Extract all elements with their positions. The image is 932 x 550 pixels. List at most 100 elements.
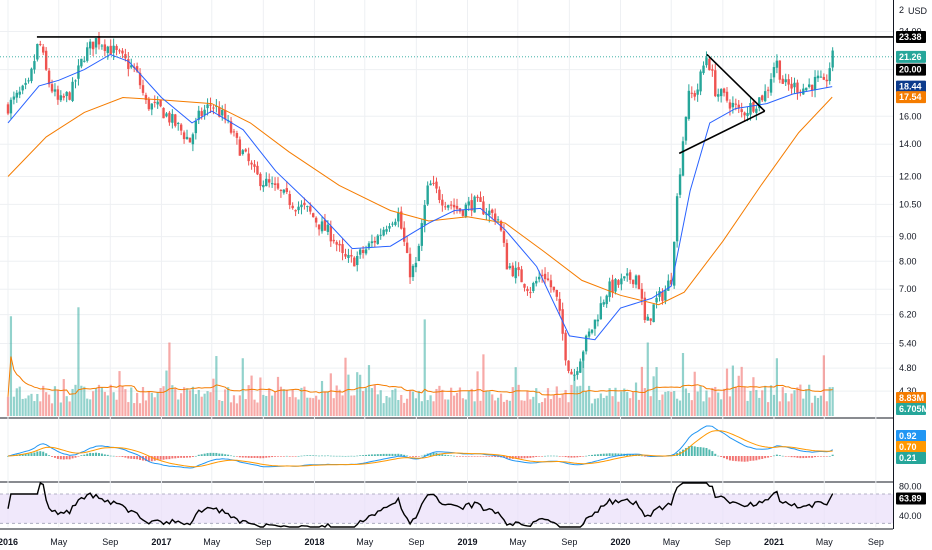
volume-bar xyxy=(45,392,48,416)
macd-histogram-bar xyxy=(802,456,805,459)
candle-down xyxy=(162,107,165,119)
volume-bar xyxy=(247,385,250,416)
candle-up xyxy=(614,279,617,292)
macd-histogram-bar xyxy=(103,454,106,456)
candle-down xyxy=(147,99,151,110)
volume-bar xyxy=(649,396,652,416)
candle-up xyxy=(805,87,808,91)
macd-histogram-bar xyxy=(605,453,608,456)
volume-bar xyxy=(344,357,347,416)
volume-bar xyxy=(397,400,400,416)
candle-down xyxy=(408,253,412,278)
price-badge: 21.26 xyxy=(899,52,922,62)
volume-ma-badge: 8.83M xyxy=(899,393,924,403)
macd-histogram-bar xyxy=(406,455,409,457)
volume-bar xyxy=(103,391,106,416)
candle-up xyxy=(576,371,579,375)
time-axis-label: May xyxy=(509,537,527,547)
volume-bar xyxy=(309,397,312,416)
volume-bar xyxy=(130,387,133,416)
volume-bar xyxy=(206,391,209,416)
volume-bar xyxy=(573,374,576,416)
volume-bar xyxy=(637,399,641,416)
volume-bar xyxy=(634,382,638,416)
macd-histogram-bar xyxy=(420,455,423,457)
price-tick-label: 4.80 xyxy=(899,363,917,373)
volume-bar xyxy=(646,342,649,416)
macd-histogram-bar xyxy=(699,447,702,456)
macd-histogram-bar xyxy=(244,456,247,458)
macd-histogram-bar xyxy=(579,456,582,457)
volume-bar xyxy=(499,393,503,416)
candle-down xyxy=(540,274,544,276)
volume-bar xyxy=(244,399,247,416)
macd-histogram-bar xyxy=(338,455,341,457)
macd-histogram-bar xyxy=(403,454,406,456)
candle-down xyxy=(714,70,717,97)
macd-histogram-bar xyxy=(417,456,420,457)
candle-down xyxy=(288,194,291,206)
volume-bar xyxy=(65,396,68,416)
volume-bar xyxy=(452,395,456,416)
candle-up xyxy=(746,112,749,116)
volume-bar xyxy=(582,360,585,416)
volume-bar xyxy=(112,392,115,416)
axes: USD 24.0020.0016.0014.0012.0010.509.008.… xyxy=(0,5,928,547)
macd-histogram-bar xyxy=(282,456,285,457)
macd-histogram-bar xyxy=(541,456,544,457)
volume-bar xyxy=(482,354,485,416)
volume-bar xyxy=(796,387,799,416)
trend-drawings[interactable] xyxy=(0,36,893,155)
macd-histogram-bar xyxy=(505,456,508,459)
macd-histogram-bar xyxy=(687,446,690,456)
volume-bar xyxy=(620,391,623,416)
candle-down xyxy=(361,249,365,253)
price-tick-label: 8.00 xyxy=(899,256,917,266)
volume-bar xyxy=(403,402,406,416)
candle-down xyxy=(822,76,826,80)
candle-down xyxy=(511,265,514,277)
macd-histogram-bar xyxy=(488,456,491,457)
macd-histogram-bar xyxy=(602,453,605,456)
macd-histogram-bar xyxy=(365,454,368,456)
volume-bar xyxy=(373,385,376,416)
volume-bar xyxy=(664,391,667,416)
candle-up xyxy=(717,94,720,97)
candle-up xyxy=(21,85,24,91)
candle-up xyxy=(59,95,63,101)
volume-bar xyxy=(455,392,459,416)
macd-histogram-bar xyxy=(626,453,629,456)
macd-histogram-bar xyxy=(400,454,403,456)
macd-histogram-bar xyxy=(265,456,268,458)
volume-bar xyxy=(520,400,523,416)
rsi-badge: 63.89 xyxy=(899,493,922,503)
candle-down xyxy=(56,89,60,100)
volume-bar xyxy=(177,399,180,416)
volume-bar xyxy=(353,395,356,416)
macd-histogram-bar xyxy=(241,456,244,458)
volume-bar xyxy=(661,394,664,416)
volume-bar xyxy=(752,377,755,416)
macd-histogram-bar xyxy=(215,452,218,456)
candle-up xyxy=(94,38,98,48)
macd-histogram-bar xyxy=(288,456,291,457)
candle-up xyxy=(270,183,274,185)
macd-value-badge: 0.92 xyxy=(899,431,917,441)
volume-bar xyxy=(705,390,708,416)
macd-histogram-bar xyxy=(770,456,773,457)
candle-down xyxy=(670,279,673,285)
candle-down xyxy=(734,103,738,105)
candle-up xyxy=(755,108,758,113)
macd-histogram-bar xyxy=(464,456,467,457)
macd-histogram-bar xyxy=(758,456,761,460)
macd-histogram-bar xyxy=(546,455,549,457)
candle-up xyxy=(426,185,429,205)
macd-histogram-bar xyxy=(74,456,77,458)
macd-histogram-bar xyxy=(450,455,453,457)
candle-down xyxy=(631,279,635,285)
volume-bar xyxy=(781,387,784,416)
candle-up xyxy=(784,79,787,83)
candle-down xyxy=(470,200,473,211)
macd-histogram-bar xyxy=(593,454,596,456)
